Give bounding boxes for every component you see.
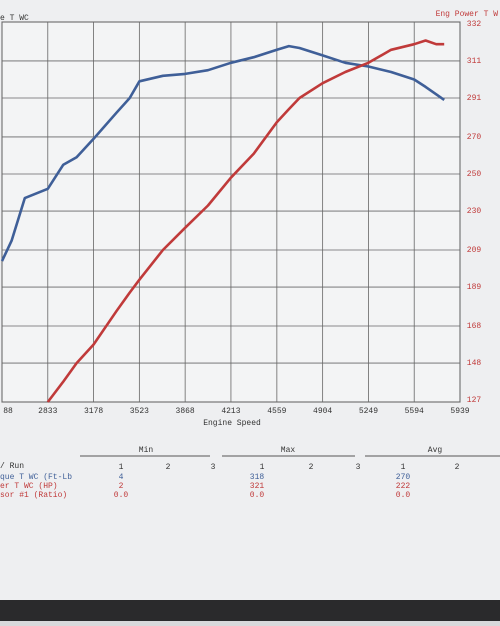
table-cell: 2 [119,482,124,491]
y2-tick-label: 189 [467,283,482,292]
data-line [0,44,445,262]
y2-axis-title: Eng Power T W [436,10,499,19]
y2-tick-label: 332 [467,20,482,29]
x-tick-label: 88 [3,407,13,416]
x-tick-label: 4213 [221,407,240,416]
table-cell: 222 [396,482,411,491]
column-group-title: Max [281,446,296,455]
x-tick-label: 3178 [84,407,103,416]
row-label: que T WC (Ft-Lb [0,473,72,482]
row-label: sor #1 (Ratio) [0,491,67,500]
row-label: er T WC (HP) [0,482,58,491]
x-tick-label: 5594 [405,407,424,416]
run-number: 3 [356,463,361,472]
run-number: 1 [401,463,406,472]
table-cell: 0.0 [396,491,411,500]
x-axis-title: Engine Speed [203,419,261,428]
x-tick-label: 3868 [176,407,195,416]
y2-tick-label: 209 [467,246,482,255]
x-tick-label: 4904 [313,407,332,416]
table-surface [0,600,500,621]
column-group-title: Avg [428,446,443,455]
table-cell: 0.0 [114,491,129,500]
table-cell: 4 [119,473,124,482]
y2-tick-label: 250 [467,170,482,179]
y2-tick-label: 230 [467,207,482,216]
table-cell: 270 [396,473,411,482]
run-number: 1 [119,463,124,472]
run-number: 2 [166,463,171,472]
data-line [46,39,445,403]
run-number: 2 [309,463,314,472]
x-tick-label: 2833 [38,407,57,416]
run-label: / Run [0,462,24,471]
table-cell: 0.0 [250,491,265,500]
y2-tick-label: 270 [467,133,482,142]
y2-tick-label: 168 [467,322,482,331]
column-group-title: Min [139,446,154,455]
run-number: 1 [260,463,265,472]
run-number: 2 [455,463,460,472]
y2-tick-label: 148 [467,359,482,368]
y2-tick-label: 291 [467,94,482,103]
table-cell: 321 [250,482,265,491]
y2-tick-label: 127 [467,396,482,405]
x-tick-label: 4559 [267,407,286,416]
y-axis-title: e T WC [0,14,29,23]
table-cell: 318 [250,473,265,482]
x-tick-label: 3523 [130,407,149,416]
x-tick-label: 5939 [450,407,469,416]
run-number: 3 [211,463,216,472]
y2-tick-label: 311 [467,57,482,66]
x-tick-label: 5249 [359,407,378,416]
